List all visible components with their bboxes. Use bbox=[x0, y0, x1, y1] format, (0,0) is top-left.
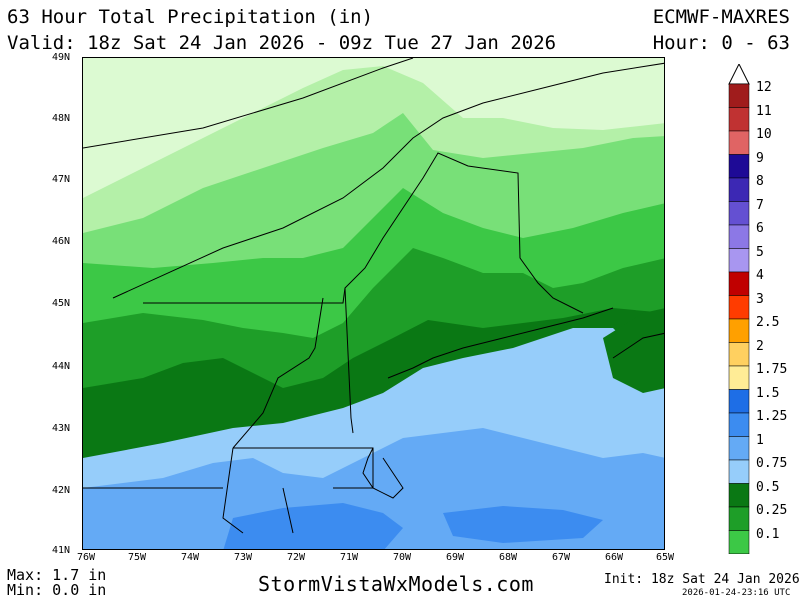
generated-stamp: 2026-01-24-23:16 UTC bbox=[682, 588, 791, 598]
lat-label: 46N bbox=[52, 236, 71, 247]
legend-swatch bbox=[728, 83, 750, 108]
legend-label: 1 bbox=[756, 432, 764, 448]
legend-swatch bbox=[728, 130, 750, 155]
legend-swatch bbox=[728, 530, 750, 555]
legend-label: 0.75 bbox=[756, 456, 788, 471]
legend-swatch bbox=[728, 201, 750, 226]
legend-swatch bbox=[728, 436, 750, 461]
legend-label: 1.25 bbox=[756, 409, 788, 424]
lat-label: 48N bbox=[52, 113, 71, 124]
legend-label: 7 bbox=[756, 197, 764, 213]
init-time: Init: 18z Sat 24 Jan 2026 bbox=[604, 572, 800, 587]
lon-label: 73W bbox=[234, 552, 253, 563]
legend-swatch bbox=[728, 318, 750, 343]
legend-label: 1.75 bbox=[756, 362, 788, 377]
legend-label: 0.25 bbox=[756, 503, 788, 518]
lon-label: 74W bbox=[181, 552, 200, 563]
forecast-hours: Hour: 0 - 63 bbox=[652, 32, 790, 54]
legend-swatch bbox=[728, 271, 750, 296]
model-name: ECMWF-MAXRES bbox=[652, 6, 790, 28]
legend-label: 9 bbox=[756, 150, 764, 166]
max-value: Max: 1.7 in bbox=[7, 566, 107, 584]
legend-label: 2 bbox=[756, 338, 764, 354]
color-legend bbox=[727, 62, 751, 600]
legend-label: 12 bbox=[756, 80, 772, 95]
lat-label: 47N bbox=[52, 174, 71, 185]
lon-label: 71W bbox=[340, 552, 359, 563]
legend-swatch bbox=[728, 248, 750, 273]
precipitation-map bbox=[82, 57, 665, 550]
legend-swatch bbox=[728, 389, 750, 414]
legend-label: 6 bbox=[756, 221, 764, 236]
legend-swatch bbox=[728, 412, 750, 437]
lat-label: 43N bbox=[52, 423, 71, 434]
legend-label: 2.5 bbox=[756, 315, 780, 330]
legend-swatch bbox=[728, 459, 750, 484]
legend-top-arrow bbox=[728, 62, 750, 85]
brand-label: StormVistaWxModels.com bbox=[258, 572, 534, 596]
legend-bar bbox=[728, 62, 750, 600]
precip-1-75-patch bbox=[223, 503, 403, 549]
legend-label: 8 bbox=[756, 174, 764, 189]
lon-label: 65W bbox=[656, 552, 675, 563]
legend-swatch bbox=[728, 483, 750, 508]
valid-period: Valid: 18z Sat 24 Jan 2026 - 09z Tue 27 … bbox=[7, 32, 557, 54]
legend-label: 10 bbox=[756, 127, 772, 142]
lon-label: 75W bbox=[128, 552, 147, 563]
map-canvas bbox=[83, 58, 664, 549]
lat-label: 45N bbox=[52, 298, 71, 309]
borders bbox=[83, 58, 664, 534]
legend-swatch bbox=[728, 365, 750, 390]
lon-label: 70W bbox=[393, 552, 412, 563]
legend-swatch bbox=[728, 342, 750, 367]
min-value: Min: 0.0 in bbox=[7, 581, 107, 599]
legend-label: 0.5 bbox=[756, 479, 780, 495]
precip-nova-scotia bbox=[603, 308, 664, 393]
legend-label: 11 bbox=[756, 103, 772, 119]
lon-label: 69W bbox=[446, 552, 465, 563]
legend-swatch bbox=[728, 295, 750, 320]
legend-swatch bbox=[728, 177, 750, 202]
lat-label: 49N bbox=[52, 52, 71, 63]
lat-label: 42N bbox=[52, 485, 71, 496]
legend-label: 1.5 bbox=[756, 385, 780, 401]
legend-swatch bbox=[728, 154, 750, 179]
legend-label: 4 bbox=[756, 268, 764, 283]
legend-swatch bbox=[728, 224, 750, 249]
lat-label: 44N bbox=[52, 361, 71, 372]
lat-label: 41N bbox=[52, 545, 71, 556]
legend-label: 0.1 bbox=[756, 526, 780, 542]
lon-label: 68W bbox=[499, 552, 518, 563]
legend-swatch bbox=[728, 506, 750, 531]
legend-label: 3 bbox=[756, 291, 764, 307]
lon-label: 67W bbox=[552, 552, 571, 563]
map-title: 63 Hour Total Precipitation (in) bbox=[7, 6, 374, 28]
lon-label: 66W bbox=[605, 552, 624, 563]
lon-label: 72W bbox=[287, 552, 306, 563]
precip-1-75-patch-east bbox=[443, 506, 603, 543]
legend-swatch bbox=[728, 107, 750, 132]
lon-label: 76W bbox=[77, 552, 96, 563]
legend-label: 5 bbox=[756, 244, 764, 260]
